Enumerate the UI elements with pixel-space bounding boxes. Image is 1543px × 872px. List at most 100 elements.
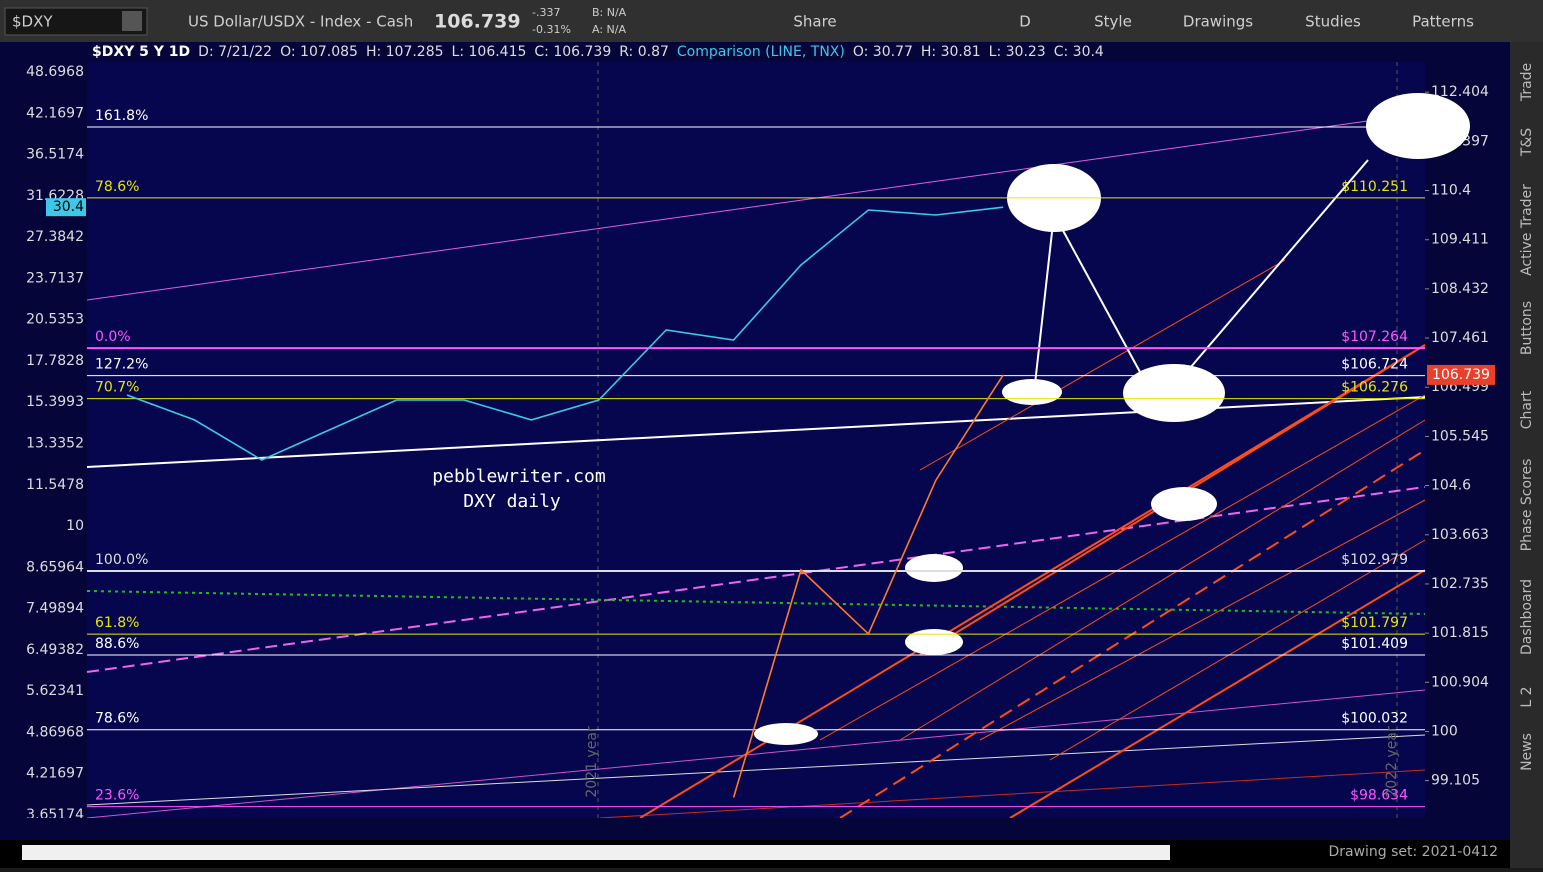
toolbar [0,0,1543,42]
fib-price: $106.276 [1341,380,1408,396]
left-tick-label: 42.1697 [26,105,84,121]
left-tick-label: 48.6968 [26,64,84,80]
info-text: L: 106.415 [452,44,527,60]
left-tick-label: 8.65964 [26,559,84,575]
sidebar-tab[interactable]: L 2 [1519,686,1535,707]
fib-price: $11 [1381,108,1408,124]
scroll-thumb[interactable] [22,845,1170,860]
left-tick-label: 5.62341 [26,683,84,699]
left-tick-label: 20.5353 [26,312,84,328]
price-line [126,206,1004,461]
x-axis [0,818,1510,840]
toolbar-button[interactable]: Style [1094,13,1132,31]
right-tick-label: 112.404 [1431,84,1489,100]
info-text: D: 7/21/22 [198,44,272,60]
toolbar-button[interactable]: Share [793,13,836,31]
fib-pct: 88.6% [95,636,139,652]
sidebar-tab[interactable]: Trade [1519,63,1535,102]
tnx-tag [46,198,86,217]
info-text: O: 30.77 [853,44,913,60]
info-text: H: 30.81 [921,44,981,60]
right-tick-label: 104.6 [1431,478,1471,494]
tnx-tag-label: 30.4 [53,199,84,215]
watermark: DXY daily [463,491,561,512]
fib-pct: 23.6% [95,788,139,804]
right-tick-label: 99.105 [1431,773,1480,789]
sidebar-tab[interactable]: Chart [1519,390,1535,429]
right-tick-label: 109.411 [1431,232,1489,248]
info-text: R: 0.87 [619,44,669,60]
left-tick-label: 11.5478 [26,477,84,493]
watermark: pebblewriter.com [432,466,605,487]
left-tick-label: 27.3842 [26,229,84,245]
right-tick-label: 100 [1431,723,1458,739]
right-tick-label: 105.545 [1431,428,1489,444]
right-tick-label: 100.904 [1431,674,1489,690]
info-text: Comparison (LINE, TNX) [677,44,845,60]
right-tick-label: 102.735 [1431,576,1489,592]
right-tick-label: 110.4 [1431,183,1471,199]
toolbar-button[interactable]: Patterns [1412,13,1474,31]
left-tick-label: 15.3993 [26,394,84,410]
right-tick-label: 107.461 [1431,330,1489,346]
right-tick-label: 108.432 [1431,281,1489,297]
fib-pct: 61.8% [95,615,139,631]
change: -.337 [532,6,560,19]
left-tick-label: 23.7137 [26,270,84,286]
fib-pct: 70.7% [95,380,139,396]
sidebar-tab[interactable]: T&S [1519,128,1535,157]
fib-pct: 161.8% [95,108,148,124]
info-text: C: 106.739 [534,44,611,60]
toolbar-button[interactable]: D [1019,13,1031,31]
toolbar-button[interactable]: Studies [1305,13,1361,31]
description: US Dollar/USDX - Index - Cash [188,13,413,31]
left-tick-label: 36.5174 [26,147,84,163]
price-tag [1427,364,1495,385]
left-tick-label: 10 [66,518,84,534]
sidebar-tab[interactable]: Phase Scores [1519,459,1535,552]
left-tick-label: 4.86968 [26,724,84,740]
ask: A: N/A [592,23,626,36]
price-line [732,374,1004,798]
sidebar [1510,42,1543,868]
drawings [86,93,1470,819]
right-tick-label: 101.815 [1431,625,1489,641]
fib-price: $106.724 [1341,357,1408,373]
info-text: H: 107.285 [366,44,444,60]
plot-area [87,62,1425,818]
sidebar-tab[interactable]: Buttons [1519,301,1535,355]
info-bar [87,42,1425,62]
fib-price: $98.634 [1350,788,1408,804]
bid: B: N/A [592,6,627,19]
info-text: C: 30.4 [1054,44,1104,60]
fib-pct: 78.6% [95,179,139,195]
left-tick-label: 17.7828 [26,353,84,369]
left-tick-label: 4.21697 [26,766,84,782]
change-pct: -0.31% [532,23,571,36]
price-tag-label: 106.739 [1432,367,1490,383]
year-label: 2021 year [584,726,600,798]
symbol: $DXY [12,13,53,31]
info-text: L: 30.23 [989,44,1046,60]
fib-price: $110.251 [1341,179,1408,195]
last-price: 106.739 [434,11,521,33]
fib-pct: 78.6% [95,711,139,727]
year-label: 2022 year [1384,726,1400,798]
sidebar-tab[interactable]: Dashboard [1519,579,1535,655]
fib-pct: 0.0% [95,329,131,345]
fib-pct: 127.2% [95,357,148,373]
right-tick-label: 103.663 [1431,527,1489,543]
sidebar-tab[interactable]: Active Trader [1519,184,1535,276]
fib-price: $102.979 [1341,552,1408,568]
left-tick-label: 13.3352 [26,436,84,452]
sidebar-tab[interactable]: News [1519,733,1535,771]
drawing-set: Drawing set: 2021-0412 [1328,844,1498,860]
fib-pct: 100.0% [95,552,148,568]
toolbar-button[interactable]: Drawings [1183,13,1253,31]
info-text: O: 107.085 [280,44,358,60]
left-tick-label: 6.49382 [26,642,84,658]
symbol-dropdown[interactable] [122,11,142,31]
fib-price: $100.032 [1341,711,1408,727]
left-tick-label: 7.49894 [26,601,84,617]
